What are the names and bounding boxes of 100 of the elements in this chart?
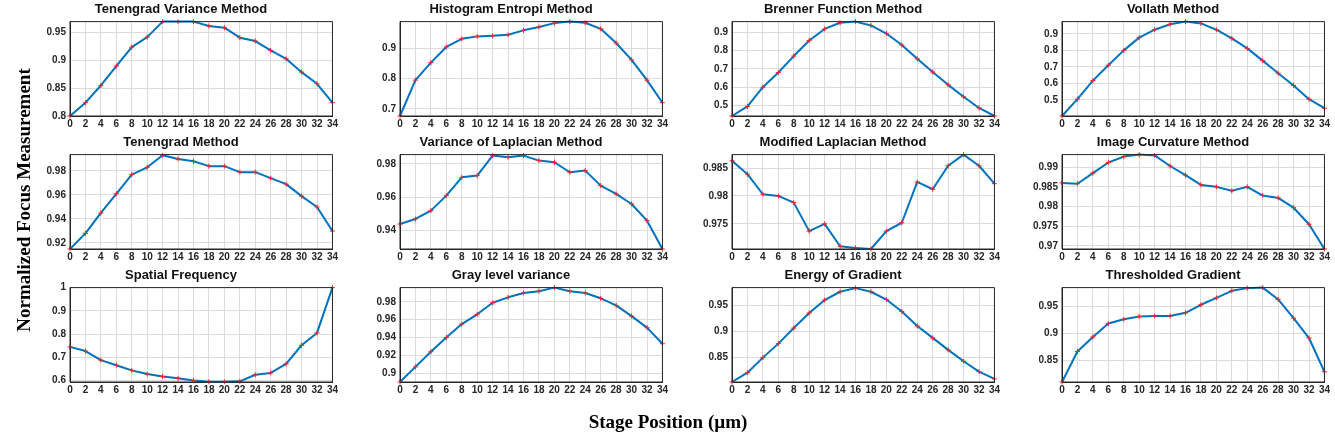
- x-tick-label: 2: [1074, 117, 1081, 129]
- y-tick-label: 0.95: [46, 26, 67, 38]
- y-tick-label: 0.85: [1038, 353, 1059, 365]
- x-tick-label: 30: [626, 117, 638, 129]
- x-tick-label: 0: [1059, 383, 1066, 395]
- y-tick-label: 0.7: [714, 62, 729, 74]
- y-tick-label: 0.6: [714, 80, 729, 92]
- y-tick-label: 0.96: [376, 191, 397, 203]
- x-tick-label: 14: [502, 250, 515, 262]
- x-tick-label: 0: [729, 117, 736, 129]
- x-tick-label: 4: [428, 250, 435, 262]
- x-tick-label: 20: [218, 117, 231, 129]
- x-tick-label: 14: [172, 250, 185, 262]
- y-tick-label: 0.9: [382, 42, 397, 54]
- x-tick-label: 28: [280, 383, 293, 395]
- y-tick-label: 0.5: [1044, 93, 1059, 105]
- x-tick-label: 2: [82, 117, 89, 129]
- x-tick-label: 24: [579, 250, 592, 262]
- x-tick-label: 18: [533, 117, 545, 129]
- y-tick-label: 0.6: [52, 374, 67, 386]
- y-tick-label: 0.94: [376, 224, 397, 236]
- x-tick-label: 34: [988, 383, 1001, 395]
- x-tick-label: 34: [1318, 117, 1331, 129]
- x-tick-label: 4: [98, 117, 105, 129]
- x-tick-label: 34: [988, 117, 1001, 129]
- x-tick-label: 8: [128, 250, 135, 262]
- x-tick-label: 20: [1210, 383, 1223, 395]
- chart-title: Thresholded Gradient: [1105, 267, 1242, 283]
- x-tick-label: 18: [533, 383, 545, 395]
- x-tick-label: 32: [641, 117, 653, 129]
- x-tick-label: 12: [487, 383, 499, 395]
- x-tick-label: 4: [1090, 250, 1097, 262]
- y-tick-label: 0.5: [714, 99, 729, 111]
- x-tick-label: 8: [1120, 117, 1127, 129]
- x-tick-label: 32: [973, 383, 985, 395]
- x-tick-label: 32: [641, 250, 653, 262]
- x-tick-label: 24: [1241, 250, 1254, 262]
- chart-title: Brenner Function Method: [763, 1, 923, 17]
- x-tick-label: 18: [1195, 117, 1207, 129]
- x-tick-label: 10: [471, 250, 484, 262]
- x-tick-label: 22: [564, 383, 576, 395]
- y-tick-label: 0.98: [708, 189, 729, 201]
- y-tick-label: 0.85: [708, 350, 729, 362]
- x-tick-label: 2: [412, 117, 419, 129]
- x-tick-label: 10: [471, 383, 484, 395]
- x-tick-label: 14: [1164, 250, 1177, 262]
- x-tick-label: 14: [502, 383, 515, 395]
- x-tick-label: 2: [744, 250, 751, 262]
- y-tick-label: 0.7: [382, 102, 397, 114]
- x-tick-label: 28: [1272, 117, 1285, 129]
- x-tick-label: 18: [865, 250, 877, 262]
- x-tick-label: 0: [397, 250, 404, 262]
- x-tick-label: 32: [311, 117, 323, 129]
- x-tick-label: 2: [412, 250, 419, 262]
- x-tick-label: 16: [1179, 250, 1192, 262]
- x-tick-label: 4: [428, 117, 435, 129]
- y-tick-label: 0.9: [52, 304, 67, 316]
- x-tick-label: 20: [218, 250, 231, 262]
- x-tick-label: 6: [1105, 383, 1112, 395]
- x-tick-label: 2: [82, 250, 89, 262]
- x-tick-label: 12: [157, 383, 169, 395]
- x-tick-label: 20: [1210, 250, 1223, 262]
- x-tick-label: 20: [880, 117, 893, 129]
- y-tick-label: 0.85: [46, 81, 67, 93]
- x-tick-label: 10: [803, 250, 816, 262]
- x-tick-label: 2: [1074, 250, 1081, 262]
- x-tick-label: 26: [1257, 383, 1269, 395]
- y-tick-label: 0.8: [52, 109, 67, 121]
- x-tick-label: 26: [595, 383, 607, 395]
- x-tick-label: 6: [775, 383, 782, 395]
- x-tick-label: 10: [141, 117, 154, 129]
- chart-title: Histogram Entropi Method: [429, 1, 593, 17]
- y-tick-label: 0.94: [376, 331, 397, 343]
- x-tick-label: 24: [911, 250, 924, 262]
- y-tick-label: 0.985: [1032, 180, 1059, 192]
- x-tick-label: 4: [428, 383, 435, 395]
- x-tick-label: 22: [234, 250, 246, 262]
- y-tick-label: 1: [60, 281, 67, 293]
- x-tick-label: 14: [172, 383, 185, 395]
- x-tick-label: 16: [849, 383, 862, 395]
- x-tick-label: 24: [911, 117, 924, 129]
- chart-title: Energy of Gradient: [784, 267, 903, 283]
- y-tick-label: 0.98: [1038, 200, 1059, 212]
- x-tick-label: 14: [502, 117, 515, 129]
- y-tick-label: 0.8: [1044, 44, 1059, 56]
- x-tick-label: 0: [67, 383, 74, 395]
- x-tick-label: 14: [172, 117, 185, 129]
- x-tick-label: 28: [610, 383, 623, 395]
- x-tick-label: 12: [819, 383, 831, 395]
- x-tick-label: 26: [927, 117, 939, 129]
- x-tick-label: 16: [1179, 117, 1192, 129]
- y-tick-label: 0.6: [1044, 77, 1059, 89]
- x-tick-label: 18: [203, 250, 215, 262]
- x-tick-label: 16: [849, 117, 862, 129]
- x-tick-label: 34: [988, 250, 1001, 262]
- y-tick-label: 0.9: [1044, 27, 1059, 39]
- x-tick-label: 14: [1164, 383, 1177, 395]
- x-tick-label: 32: [641, 383, 653, 395]
- x-tick-label: 12: [1149, 117, 1161, 129]
- x-tick-label: 22: [1226, 250, 1238, 262]
